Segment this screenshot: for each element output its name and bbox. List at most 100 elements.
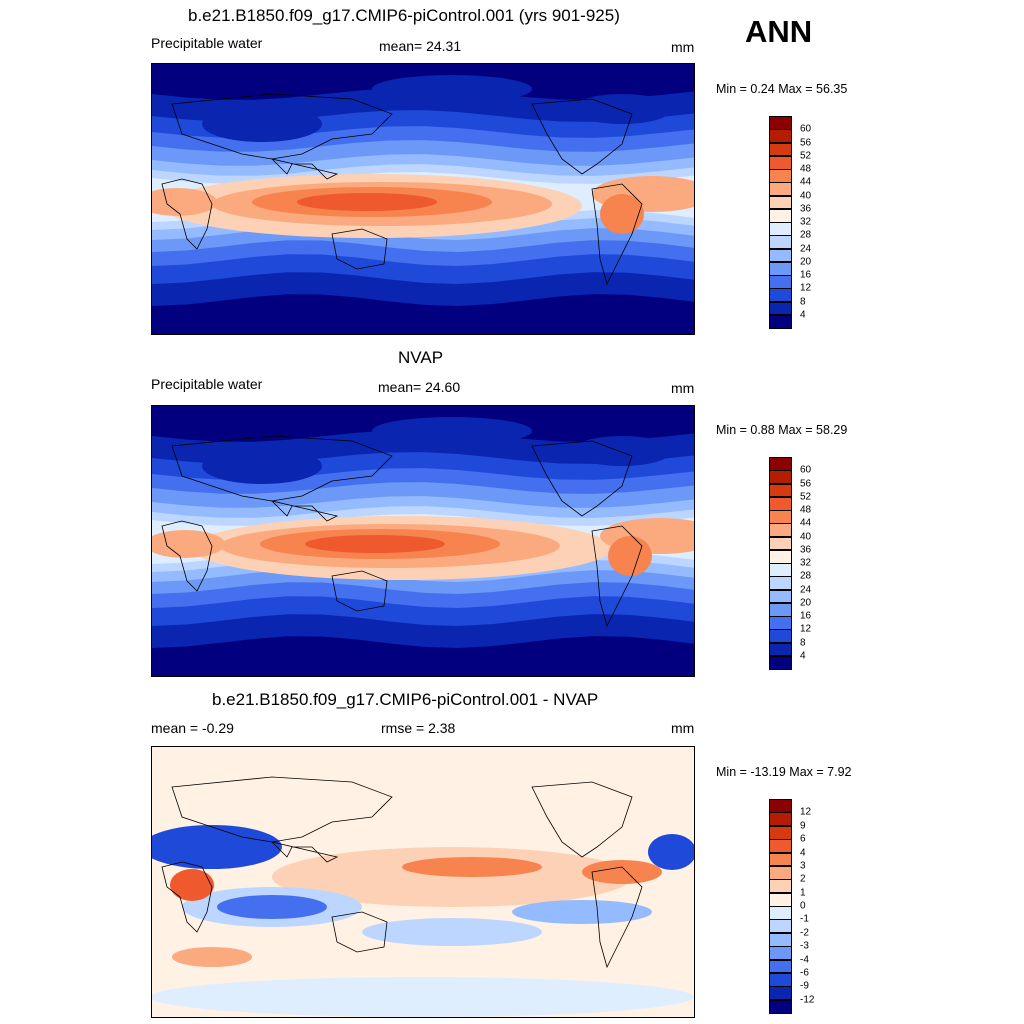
colorbar-tick-label: 4 [800,650,806,662]
colorbar-swatch [769,563,792,577]
colorbar-tick-label: -3 [800,940,809,952]
colorbar-swatch [769,314,792,329]
colorbar-swatch [769,510,792,524]
panel-2-map [151,405,695,677]
colorbar-tick-label: -1 [800,913,809,925]
colorbar-swatch [769,301,792,316]
colorbar-swatch [769,946,792,960]
colorbar-tick-label: 12 [800,623,812,635]
colorbar-tick-label: 40 [800,190,812,201]
colorbar-tick-label: 60 [800,464,812,476]
panel-2-variable-label: Precipitable water [151,376,263,392]
colorbar-tick-label: 36 [800,203,812,215]
colorbar-swatch [769,629,792,643]
colorbar-swatch [769,602,792,617]
colorbar-tick-label: 6 [800,833,806,845]
colorbar-swatch [769,576,792,590]
panel-1-title: b.e21.B1850.f09_g17.CMIP6-piControl.001 … [188,6,620,25]
colorbar-swatch [769,852,792,867]
colorbar-swatch [769,999,792,1014]
colorbar-swatch [769,972,792,987]
colorbar-swatch [769,549,792,564]
colorbar-tick-label: 0 [800,900,806,912]
colorbar-swatch [769,457,792,471]
colorbar-swatch [769,892,792,907]
panel-3-colorbar: 12 9 6 4 3 2 1 0 -1 -2 -3 -4 -6 -9 -12 [769,799,814,1014]
colorbar-tick-label: 36 [800,544,812,556]
colorbar-swatch [769,536,792,551]
colorbar-tick-label: 40 [800,531,812,542]
panel-1-colorbar: 60 56 52 48 44 40 36 32 28 24 20 16 12 8 4 [769,116,811,329]
colorbar-tick-label: 2 [800,873,806,885]
colorbar-tick-label: 4 [800,847,806,858]
colorbar-swatch [769,986,792,1001]
colorbar-swatch [769,655,792,670]
panel-3-map [151,746,695,1018]
colorbar-tick-label: 24 [800,584,812,595]
colorbar-swatch [769,116,792,130]
colorbar-swatch [769,523,792,537]
panel-1-map [151,63,695,335]
colorbar-tick-label: 48 [800,504,812,516]
colorbar-tick-label: -9 [800,980,809,992]
colorbar-tick-label: 4 [800,309,806,321]
colorbar-swatch [769,169,792,183]
colorbar-tick-label: 44 [800,517,812,529]
colorbar-swatch [769,261,792,276]
colorbar-tick-label: -12 [800,994,815,1006]
colorbar-swatch [769,959,792,974]
panel-1-units-label: mm [671,39,695,55]
panel-2-title: NVAP [398,348,444,367]
colorbar-tick-label: 28 [800,570,812,582]
colorbar-swatch [769,906,792,920]
panel-3-mean-label: mean = -0.29 [151,720,234,736]
colorbar-swatch [769,932,792,947]
colorbar-tick-label: 12 [800,282,812,294]
colorbar-tick-label: 44 [800,176,812,188]
colorbar-swatch [769,919,792,934]
colorbar-swatch [769,812,792,827]
colorbar-tick-label: 32 [800,216,812,228]
colorbar-swatch [769,589,792,604]
colorbar-tick-label: 16 [800,269,812,281]
colorbar-tick-label: 3 [800,860,806,872]
colorbar-tick-label: 20 [800,256,812,268]
colorbar-swatch [769,288,792,302]
colorbar-tick-label: 12 [800,806,812,818]
panel-3-units-label: mm [671,720,695,736]
colorbar-tick-label: 48 [800,163,812,175]
colorbar-swatch [769,235,792,249]
colorbar-tick-label: 56 [800,478,812,489]
colorbar-tick-label: -6 [800,967,809,979]
colorbar-tick-label: 28 [800,229,812,241]
panel-2-map-field [152,406,694,676]
panel-2-units-label: mm [671,380,695,396]
colorbar-swatch [769,642,792,657]
colorbar-swatch [769,839,792,853]
panel-2-mean-label: mean= 24.60 [378,379,461,395]
colorbar-tick-label: -4 [800,954,809,965]
colorbar-swatch [769,865,792,880]
colorbar-swatch [769,496,792,511]
colorbar-tick-label: 8 [800,637,806,648]
colorbar-swatch [769,799,792,813]
panel-2-minmax: Min = 0.88 Max = 58.29 [716,423,848,437]
panel-1-minmax: Min = 0.24 Max = 56.35 [716,82,848,96]
colorbar-tick-label: 52 [800,150,812,162]
colorbar-swatch [769,825,792,840]
colorbar-tick-label: 32 [800,557,812,569]
panel-1-variable-label: Precipitable water [151,35,263,51]
colorbar-tick-label: 24 [800,243,812,254]
colorbar-tick-label: -2 [800,927,809,939]
colorbar-swatch [769,879,792,894]
colorbar-swatch [769,195,792,210]
panel-2-colorbar: 60 56 52 48 44 40 36 32 28 24 20 16 12 8 4 [769,457,811,670]
colorbar-swatch [769,222,792,236]
colorbar-tick-label: 16 [800,610,812,622]
colorbar-swatch [769,616,792,630]
colorbar-tick-label: 9 [800,820,806,832]
panel-3-map-field [152,747,694,1017]
panel-1-map-field [152,64,694,334]
colorbar-swatch [769,182,792,196]
colorbar-swatch [769,129,792,143]
